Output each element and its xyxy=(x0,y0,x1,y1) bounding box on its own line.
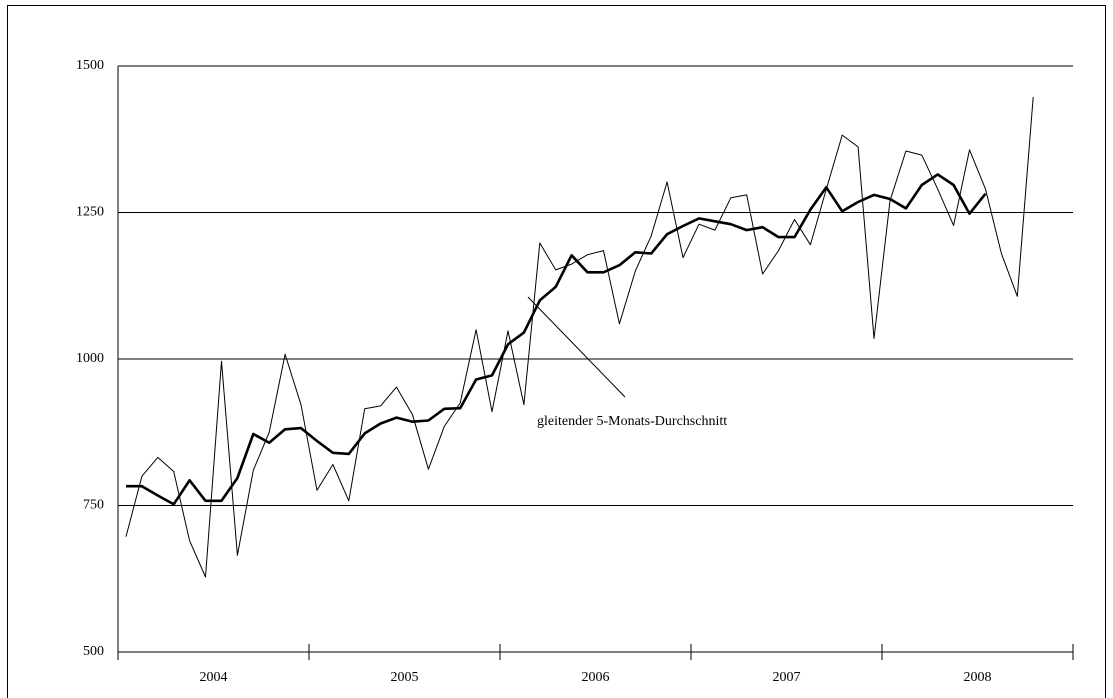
annotation-leader xyxy=(527,296,626,398)
y-tick-label: 1500 xyxy=(76,58,104,73)
y-tick-label: 500 xyxy=(83,644,104,659)
y-tick-label: 1000 xyxy=(76,351,104,366)
x-tick-label: 2005 xyxy=(391,670,419,685)
y-tick-label: 750 xyxy=(83,498,104,513)
annotation: gleitender 5-Monats-Durchschnitt xyxy=(537,414,727,429)
x-tick-label: 2006 xyxy=(582,670,610,685)
x-tick-label: 2004 xyxy=(200,670,228,685)
y-tick-label: 1250 xyxy=(76,205,104,220)
series-line xyxy=(126,173,987,506)
x-tick-label: 2007 xyxy=(773,670,801,685)
series-line xyxy=(125,97,1034,578)
chart-frame xyxy=(7,5,1106,698)
x-tick-label: 2008 xyxy=(964,670,992,685)
